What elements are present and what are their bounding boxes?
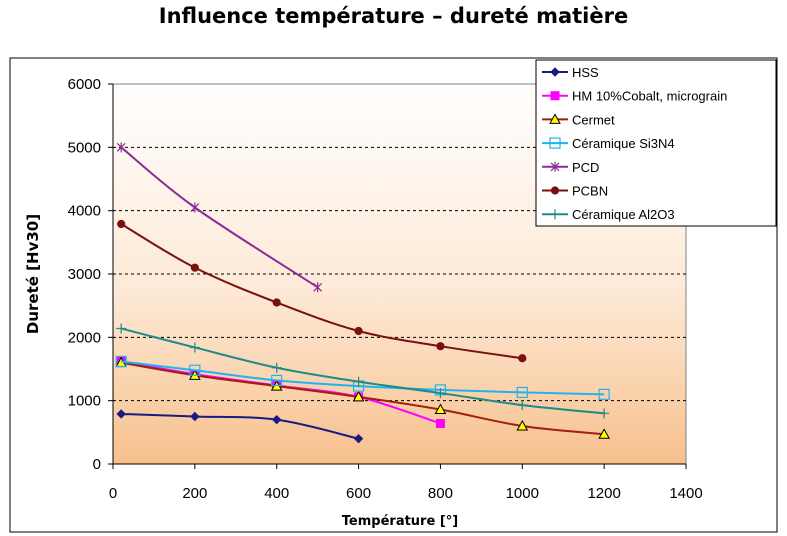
y-axis-title: Dureté [Hv30] bbox=[24, 214, 42, 334]
data-point-c-ramique-al2o3 bbox=[517, 400, 528, 411]
series-c-ramique-al2o3 bbox=[116, 323, 610, 419]
y-tick-label: 0 bbox=[93, 456, 101, 473]
data-point-cermet bbox=[434, 403, 447, 415]
series-pcbn bbox=[117, 219, 527, 363]
series-hss bbox=[116, 409, 364, 444]
legend: HSS HM 10%Cobalt, micrograin Cermet Céramiq… bbox=[535, 59, 777, 227]
data-point-hm-10-cobalt-micrograin bbox=[435, 418, 445, 428]
data-point-c-ramique-si3n4 bbox=[189, 364, 201, 376]
series-pcd bbox=[116, 142, 323, 293]
data-point-hss bbox=[353, 433, 364, 444]
y-tick-label: 5000 bbox=[68, 139, 101, 156]
y-tick-label: 6000 bbox=[68, 76, 101, 93]
data-point-pcd bbox=[190, 202, 200, 213]
legend-item-c-ramique-si3n4: Céramique Si3N4 bbox=[542, 136, 675, 151]
chart-title: Influence température – dureté matière bbox=[158, 4, 629, 28]
data-point-hss bbox=[190, 411, 200, 422]
data-point-c-ramique-al2o3 bbox=[116, 323, 127, 334]
x-tick-label: 400 bbox=[264, 485, 289, 502]
data-point-cermet bbox=[598, 428, 610, 439]
x-tick-label: 600 bbox=[346, 485, 371, 502]
data-point-c-ramique-al2o3 bbox=[599, 408, 610, 419]
series-line-pcbn bbox=[120, 223, 523, 360]
x-tick-label: 0 bbox=[109, 485, 117, 502]
x-tick-label: 1400 bbox=[669, 485, 702, 502]
series-line-hss bbox=[121, 412, 359, 440]
y-tick-label: 3000 bbox=[68, 266, 101, 283]
x-tick-label: 1200 bbox=[587, 485, 620, 502]
axes: 0 1000 2000 3000 4000 5000 6000 0 200 400 600 800 10… bbox=[68, 76, 703, 502]
data-point-c-ramique-al2o3 bbox=[189, 342, 200, 353]
legend-label: HSS bbox=[572, 65, 599, 80]
data-point-c-ramique-al2o3 bbox=[353, 376, 364, 387]
data-point-pcd bbox=[313, 282, 323, 293]
legend-swatch-marker bbox=[549, 113, 561, 124]
legend-label: PCD bbox=[572, 160, 599, 175]
legend-item-hss: HSS bbox=[542, 65, 599, 80]
data-point-c-ramique-al2o3 bbox=[271, 362, 282, 373]
legend-item-cermet: Cermet bbox=[542, 112, 615, 127]
y-tick-label: 1000 bbox=[68, 393, 101, 410]
legend-label: Céramique Al2O3 bbox=[572, 207, 675, 222]
legend-swatch-marker bbox=[550, 67, 560, 77]
legend-swatch-marker bbox=[550, 209, 560, 220]
data-point-c-ramique-si3n4 bbox=[598, 388, 610, 400]
legend-label: PCBN bbox=[572, 184, 608, 199]
data-point-hss bbox=[116, 409, 126, 419]
legend-label: Cermet bbox=[572, 112, 615, 127]
data-point-cermet bbox=[516, 419, 529, 431]
data-point-cermet bbox=[352, 390, 365, 402]
legend-label: Céramique Si3N4 bbox=[572, 136, 675, 151]
data-point-pcbn bbox=[272, 298, 281, 307]
legend-box bbox=[535, 59, 777, 227]
data-point-c-ramique-si3n4 bbox=[271, 374, 283, 386]
legend-swatch-marker bbox=[550, 161, 560, 172]
data-point-c-ramique-si3n4 bbox=[115, 355, 127, 367]
data-point-c-ramique-si3n4 bbox=[516, 386, 528, 399]
legend-swatch-marker bbox=[550, 91, 560, 101]
series-group bbox=[115, 142, 610, 444]
data-point-pcbn bbox=[436, 342, 445, 351]
y-tick-label: 4000 bbox=[68, 203, 101, 220]
y-tick-label: 2000 bbox=[68, 329, 101, 346]
data-point-pcbn bbox=[354, 326, 363, 336]
legend-label: HM 10%Cobalt, micrograin bbox=[572, 89, 727, 104]
legend-swatch-marker bbox=[550, 186, 560, 195]
data-point-c-ramique-al2o3 bbox=[435, 388, 446, 399]
data-point-pcbn bbox=[190, 263, 199, 272]
series-line-pcd bbox=[120, 146, 319, 289]
x-tick-label: 200 bbox=[182, 485, 207, 502]
x-axis-title: Température [°] bbox=[342, 514, 458, 529]
legend-swatch-marker bbox=[549, 137, 561, 149]
x-tick-label: 1000 bbox=[506, 485, 539, 502]
legend-item-c-ramique-al2o3: Céramique Al2O3 bbox=[542, 207, 675, 222]
legend-item-pcd: PCD bbox=[542, 160, 599, 175]
legend-item-pcbn: PCBN bbox=[542, 184, 608, 199]
legend-item-hm-10-cobalt-micrograin: HM 10%Cobalt, micrograin bbox=[542, 89, 727, 104]
data-point-pcd bbox=[116, 142, 126, 153]
x-tick-label: 800 bbox=[428, 485, 453, 502]
data-point-pcbn bbox=[117, 219, 126, 229]
data-point-pcbn bbox=[518, 354, 527, 363]
data-point-hss bbox=[272, 414, 282, 425]
